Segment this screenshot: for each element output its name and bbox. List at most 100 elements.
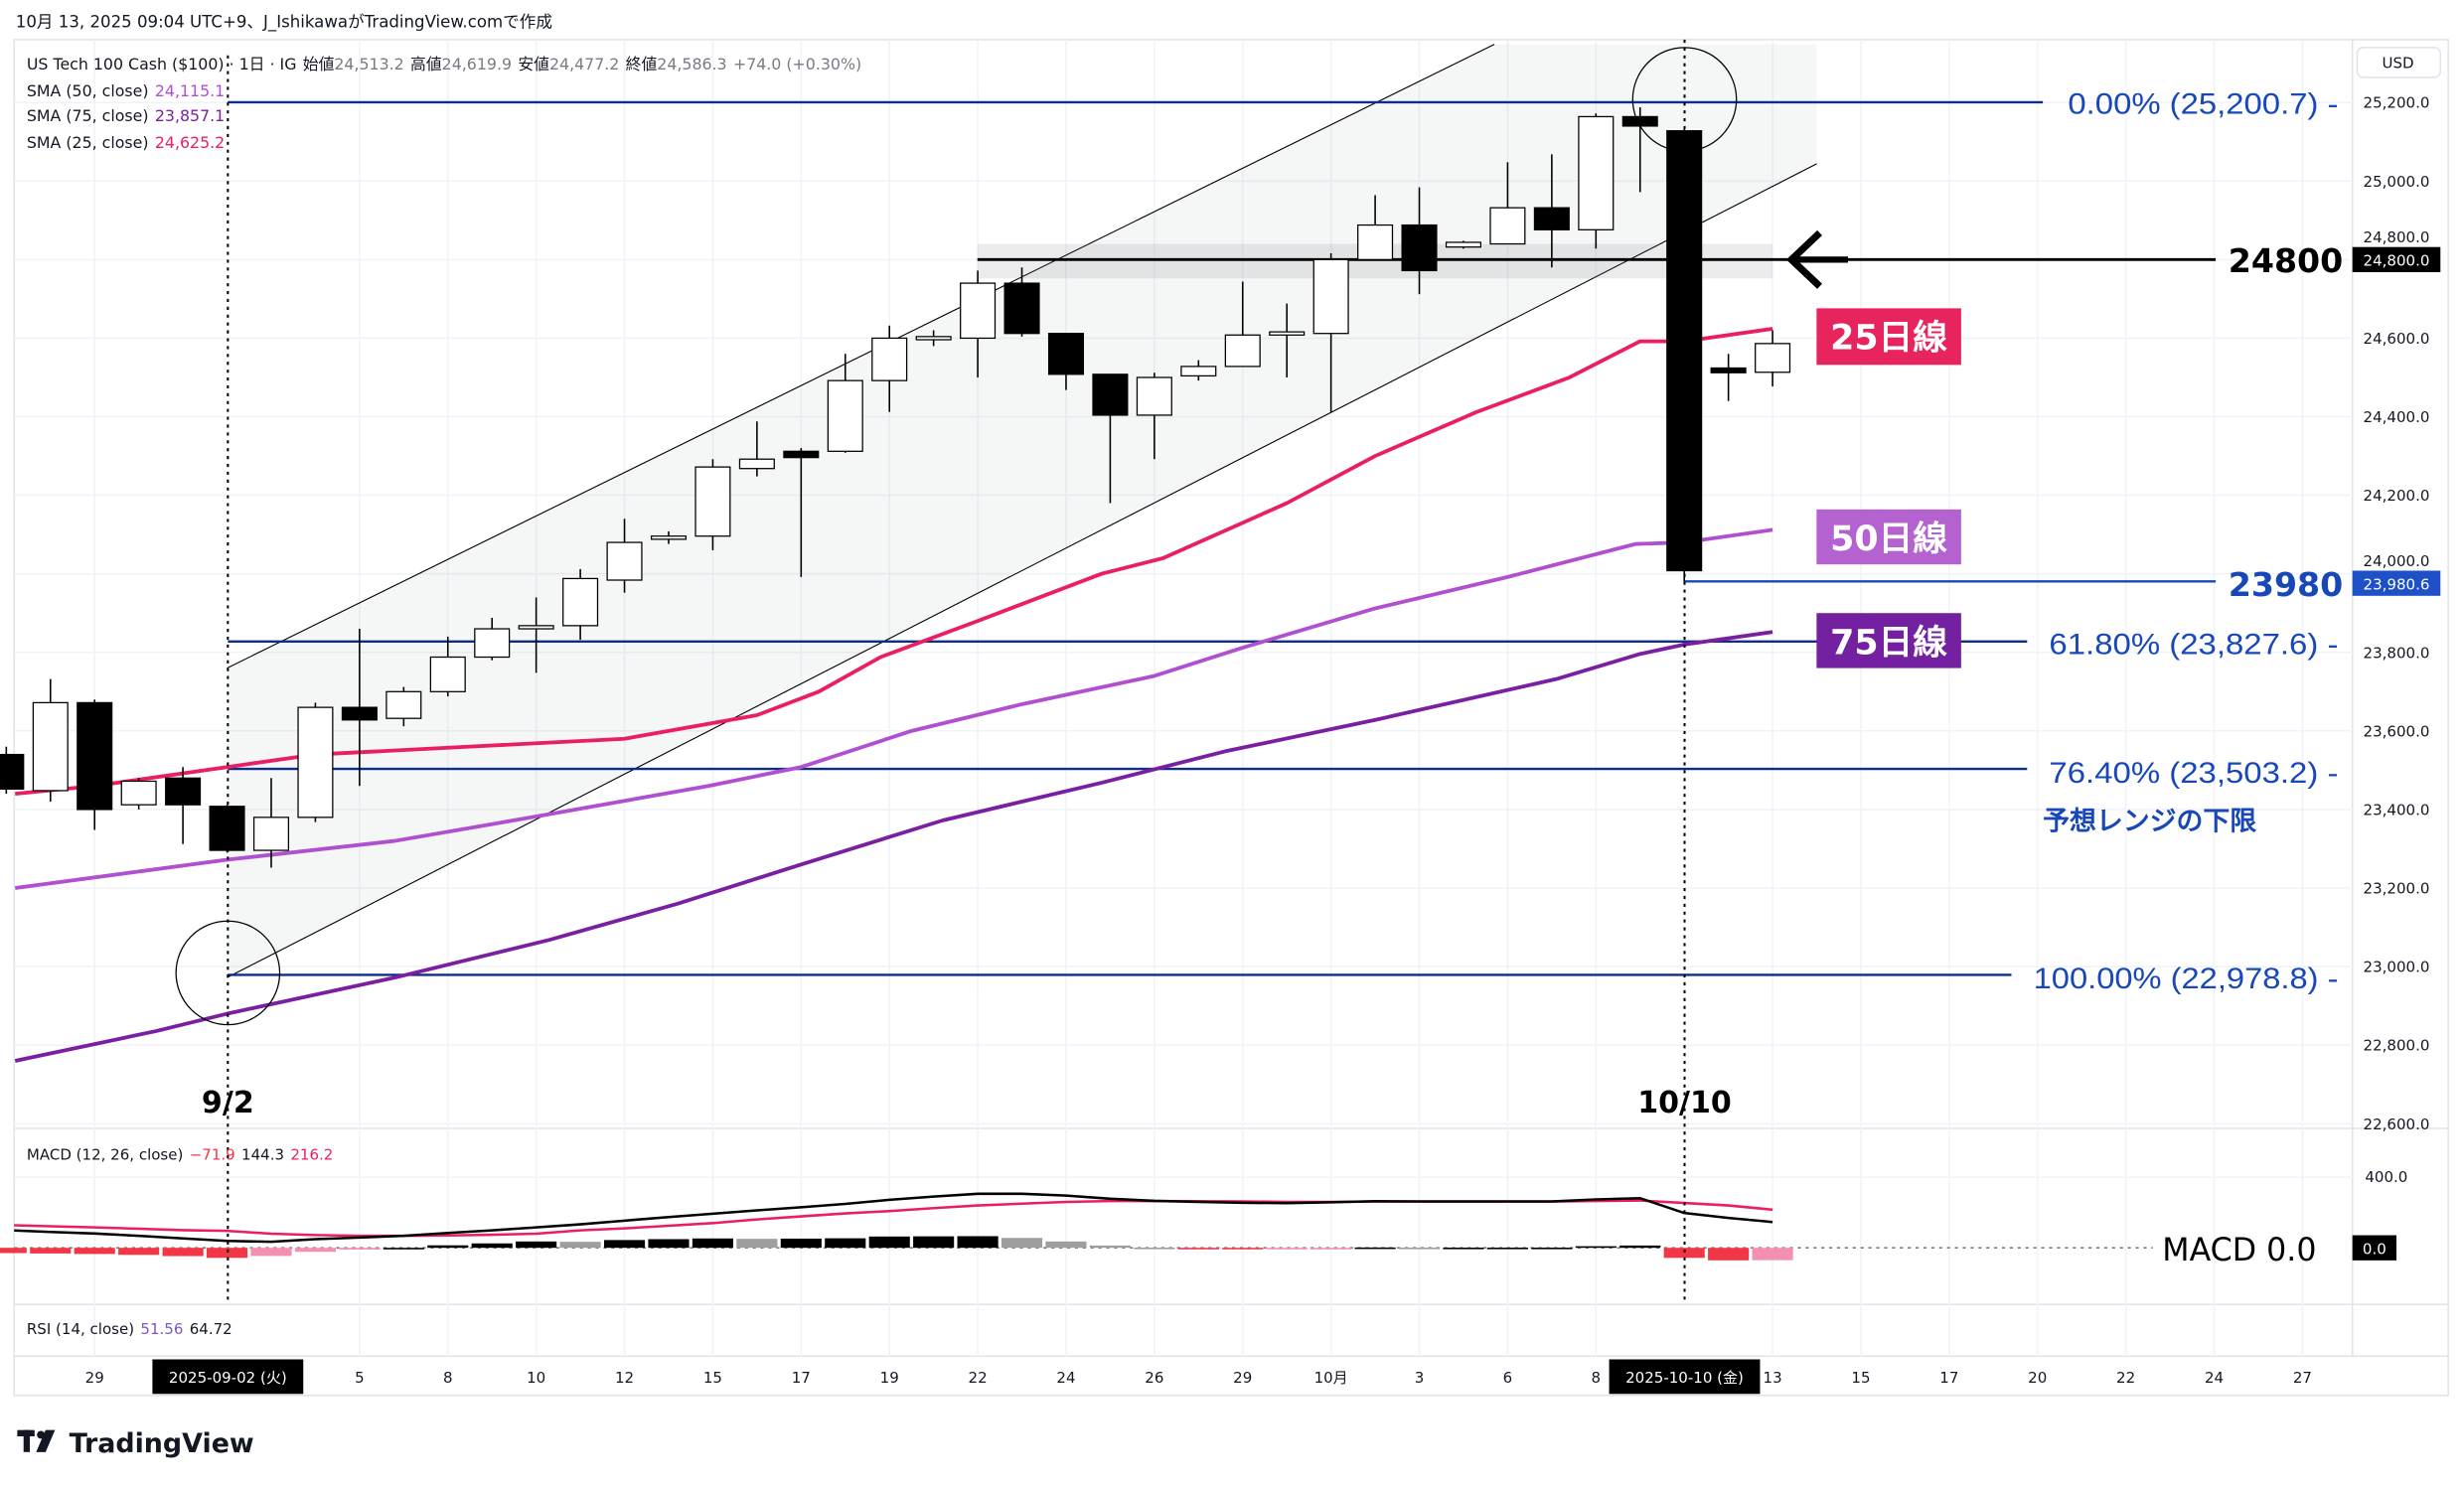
price-axis[interactable]: 25,200.0 25,000.0 24,800.0 24,600.0 24,400.0…	[2364, 94, 2430, 1133]
legend-sma75: SMA (75, close) 23,857.1	[27, 106, 225, 125]
candle-body	[165, 777, 202, 806]
time-highlight-right-text: 2025-10-10 (金)	[1625, 1369, 1744, 1387]
macd-histogram-bar	[1310, 1248, 1352, 1250]
macd-histogram-bar	[1486, 1248, 1528, 1250]
candle-body	[1224, 334, 1261, 368]
macd-line	[14, 1192, 1773, 1244]
time-highlight-right	[1609, 1359, 1761, 1395]
ma75-badge	[1816, 613, 1961, 669]
sma75-line	[14, 630, 1773, 1063]
macd-histogram-bar	[1001, 1238, 1043, 1249]
price-tick-label: 22,600.0	[2364, 1115, 2430, 1133]
macd-histogram-bar	[74, 1248, 115, 1255]
ma25-label: 25日線	[1830, 319, 1947, 359]
time-tick-label: 24	[1056, 1369, 1075, 1387]
candle-body	[1621, 115, 1658, 127]
macd-histogram-bar	[1398, 1248, 1441, 1250]
candle-body	[518, 625, 554, 630]
candlesticks	[0, 106, 1791, 868]
time-tick-label: 8	[443, 1369, 453, 1387]
time-tick-label: 13	[1764, 1369, 1782, 1387]
candle-body	[0, 753, 25, 790]
currency-label: USD	[2383, 54, 2414, 72]
time-tick-label: 5	[355, 1369, 365, 1387]
candle-body	[1710, 367, 1747, 373]
candle-body	[562, 577, 599, 627]
tradingview-logo[interactable]: TradingView	[17, 1428, 254, 1459]
candle-body	[1445, 241, 1482, 248]
macd-histogram-bar	[471, 1243, 513, 1249]
macd-histogram-bar	[383, 1248, 424, 1250]
macd-histogram-bar	[1089, 1245, 1131, 1249]
arrow-left-icon	[1785, 229, 1848, 289]
high-circle-marker[interactable]	[1631, 47, 1738, 152]
candle-body	[1047, 333, 1085, 375]
macd-zero-label: MACD 0.0	[2162, 1233, 2316, 1268]
candle-body	[650, 535, 688, 540]
candle-body	[871, 337, 908, 381]
price-tick-label: 24,600.0	[2364, 330, 2430, 348]
tradingview-logo-text: TradingView	[70, 1428, 254, 1459]
time-tick-label: 15	[1851, 1369, 1870, 1387]
candle-body	[1357, 223, 1394, 260]
candle-body	[429, 656, 466, 692]
candle-body	[252, 817, 290, 851]
candle-body	[32, 701, 69, 792]
macd-histogram-bar	[648, 1239, 690, 1249]
rsi-legend[interactable]: RSI (14, close) 51.56 64.72	[27, 1320, 232, 1338]
price-tick-label: 25,000.0	[2364, 173, 2430, 191]
fib-0-label: 0.00% (25,200.7) -	[2068, 87, 2338, 120]
date-label-left: 9/2	[202, 1086, 254, 1120]
macd-histogram-bar	[30, 1248, 72, 1254]
channel-lower-line	[227, 163, 1817, 978]
price-tick-label: 23,000.0	[2364, 959, 2430, 976]
candle-body	[297, 706, 334, 818]
main-legend[interactable]: US Tech 100 Cash ($100) · 1日 · IG 始値24,51…	[27, 55, 861, 152]
price-badge-23980	[2352, 570, 2441, 596]
macd-axis-tick: 400.0	[2365, 1168, 2407, 1186]
time-axis[interactable]: 29 5 8 10 12 15 17 19 22 24 26 29 10月 3 6 8 13 15 17 20 22 24…	[85, 1369, 2312, 1387]
range-low-label: 予想レンジの下限	[2043, 806, 2256, 836]
macd-histogram-bar	[1531, 1248, 1573, 1250]
candle-body	[1136, 376, 1172, 416]
ma50-label: 50日線	[1830, 520, 1947, 559]
macd-histogram-bar	[1222, 1248, 1264, 1250]
time-tick-label: 29	[85, 1369, 104, 1387]
time-tick-label: 26	[1145, 1369, 1163, 1387]
macd-histogram-bar	[1619, 1245, 1661, 1249]
macd-zero-badge	[2352, 1235, 2396, 1261]
currency-button[interactable]	[2356, 47, 2442, 78]
ma25-badge	[1816, 308, 1961, 366]
time-tick-label: 20	[2028, 1369, 2047, 1387]
time-tick-label: 24	[2205, 1369, 2224, 1387]
candle-body	[77, 701, 113, 811]
macd-histogram-bar	[0, 1248, 27, 1254]
macd-histogram-bar	[603, 1240, 646, 1249]
macd-histogram-bar	[957, 1236, 999, 1249]
time-tick-label: 27	[2293, 1369, 2312, 1387]
price-badge-24800-text: 24,800.0	[2364, 252, 2430, 270]
chart-frame	[13, 39, 2449, 1397]
price-tick-label: 23,600.0	[2364, 722, 2430, 740]
price-tick-label: 25,200.0	[2364, 94, 2430, 112]
candle-body	[783, 450, 820, 459]
time-tick-label: 17	[792, 1369, 811, 1387]
price-tick-label: 22,800.0	[2364, 1037, 2430, 1055]
fib-100-label: 100.00% (22,978.8) -	[2034, 963, 2339, 995]
macd-histogram-bar	[427, 1245, 469, 1249]
macd-histogram-bar	[1443, 1248, 1484, 1250]
date-label-right: 10/10	[1637, 1086, 1732, 1120]
price-tick-label: 24,000.0	[2364, 552, 2430, 570]
candle-body	[120, 780, 157, 806]
macd-histogram-bar	[1354, 1247, 1396, 1250]
macd-histogram-bar	[1045, 1241, 1087, 1249]
price-tick-label: 24,800.0	[2364, 228, 2430, 246]
low-circle-marker[interactable]	[175, 920, 281, 1026]
time-tick-label: 3	[1415, 1369, 1425, 1387]
price-tick-label: 23,200.0	[2364, 880, 2430, 898]
legend-symbol-line: US Tech 100 Cash ($100) · 1日 · IG 始値24,51…	[27, 55, 861, 74]
time-tick-label: 29	[1233, 1369, 1252, 1387]
macd-legend[interactable]: MACD (12, 26, close) −71.9 144.3 216.2	[27, 1146, 333, 1164]
candle-body	[960, 282, 997, 340]
